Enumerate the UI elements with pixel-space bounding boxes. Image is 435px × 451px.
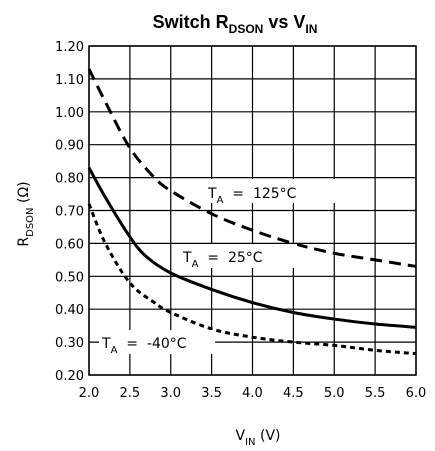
chart-title: Switch RDSON vs VIN xyxy=(153,12,318,36)
y-tick-label-1: 0.30 xyxy=(55,336,84,351)
annotation-minus40c-sub: A xyxy=(111,345,118,356)
x-axis-label: VIN (V) xyxy=(236,428,281,448)
y-tick-label-9: 1.10 xyxy=(55,73,84,88)
annotation-125c: TA = 125°C xyxy=(207,186,297,206)
x-axis-label-sub: IN xyxy=(245,437,255,448)
x-tick-label-2: 3.0 xyxy=(160,386,181,401)
annotation-125c-sub: A xyxy=(217,195,224,206)
annotation-minus40c: TA = -40°C xyxy=(101,336,187,356)
title-sub-dson: DSON xyxy=(229,22,264,36)
annotation-25c-sub: A xyxy=(192,259,199,270)
x-tick-label-6: 5.0 xyxy=(324,386,345,401)
annotation-25c: TA = 25°C xyxy=(182,250,263,270)
y-axis-label: RDSON (Ω) xyxy=(16,181,36,246)
series-line-solid xyxy=(87,167,417,329)
y-tick-label-5: 0.70 xyxy=(55,205,84,220)
series-line-dotted xyxy=(87,203,417,356)
y-tick-label-4: 0.60 xyxy=(55,237,84,252)
y-tick-label-3: 0.50 xyxy=(55,270,84,285)
grid xyxy=(88,45,417,376)
annotation-bg-25 xyxy=(180,244,297,268)
title-mid: vs V xyxy=(263,12,305,32)
y-tick-label-7: 0.90 xyxy=(55,139,84,154)
series-line-dashed xyxy=(87,68,417,268)
x-tick-label-5: 4.5 xyxy=(283,386,304,401)
y-axis-label-unit: (Ω) xyxy=(16,181,32,207)
annotation-minus40c-t: T xyxy=(101,336,111,352)
y-tick-label-10: 1.20 xyxy=(55,40,84,55)
x-tick-labels: 2.0 2.5 3.0 3.5 4.0 4.5 5.0 5.5 6.0 xyxy=(79,386,427,401)
x-axis-label-v: V xyxy=(236,428,246,444)
series-lines xyxy=(87,68,417,356)
y-tick-label-2: 0.40 xyxy=(55,303,84,318)
title-sub-in: IN xyxy=(305,22,317,36)
x-tick-label-3: 3.5 xyxy=(201,386,222,401)
title-main: Switch R xyxy=(153,12,229,32)
annotation-bg-40 xyxy=(99,330,215,354)
x-axis-label-unit: (V) xyxy=(256,428,281,444)
annotation-125c-t: T xyxy=(207,186,217,202)
plot-frame xyxy=(88,45,417,376)
y-tick-label-6: 0.80 xyxy=(55,172,84,187)
annotation-25c-rest: = 25°C xyxy=(198,250,262,266)
annotation-25c-t: T xyxy=(182,250,192,266)
annotation-125c-rest: = 125°C xyxy=(223,186,296,202)
y-tick-label-0: 0.20 xyxy=(55,369,84,384)
y-tick-labels: 0.20 0.30 0.40 0.50 0.60 0.70 0.80 0.90 1.00 1.10… xyxy=(55,40,84,384)
y-tick-label-8: 1.00 xyxy=(55,106,84,121)
y-axis-label-r: R xyxy=(16,237,32,247)
x-tick-label-7: 5.5 xyxy=(365,386,386,401)
x-tick-label-4: 4.0 xyxy=(242,386,263,401)
y-axis-label-sub: DSON xyxy=(25,207,36,236)
annotation-bg-125 xyxy=(205,179,337,203)
x-tick-label-0: 2.0 xyxy=(79,386,100,401)
x-tick-label-1: 2.5 xyxy=(120,386,141,401)
annotation-minus40c-rest: = -40°C xyxy=(117,336,186,352)
x-tick-label-8: 6.0 xyxy=(406,386,427,401)
